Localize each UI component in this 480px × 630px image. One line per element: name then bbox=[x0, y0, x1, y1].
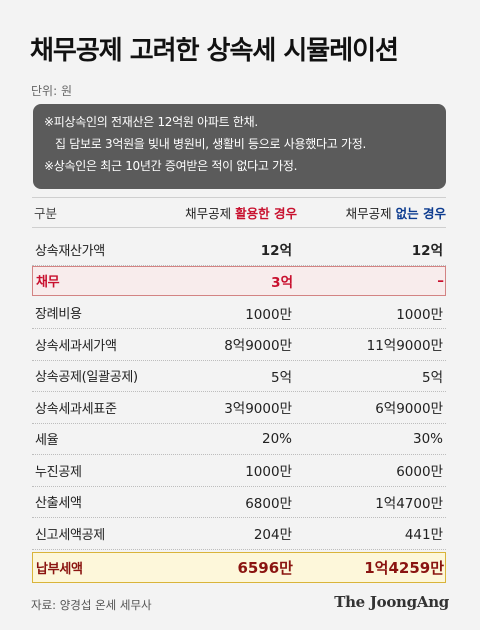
unit-label: 단위: 원 bbox=[31, 84, 72, 98]
table-row: 장례비용 1000만 1000만 bbox=[32, 298, 446, 329]
table-row: 상속공제(일괄공제) 5억 5억 bbox=[32, 361, 446, 392]
note-line: ※피상속인의 전재산은 12억원 아파트 한채. bbox=[44, 115, 258, 129]
value-with: 1000만 bbox=[245, 464, 292, 481]
value-without: 12억 bbox=[411, 243, 443, 260]
value-with: 204만 bbox=[253, 527, 292, 544]
source-credit: 자료: 양경섭 온세 세무사 bbox=[31, 598, 152, 612]
table-row-total: 납부세액 6596만 1억4259만 bbox=[32, 551, 446, 583]
header-with-debt: 채무공제 활용한 경우 bbox=[152, 203, 297, 222]
note-line: 집 담보로 3억원을 빚내 병원비, 생활비 등으로 사용했다고 가정. bbox=[55, 137, 366, 151]
table-row: 산출세액 6800만 1억4700만 bbox=[32, 487, 446, 518]
table-row: 상속재산가액 12억 12억 bbox=[32, 234, 446, 266]
value-without: 441만 bbox=[404, 527, 443, 544]
header-category: 구분 bbox=[34, 206, 58, 221]
value-without: 11억9000만 bbox=[366, 338, 443, 355]
value-with: 6800만 bbox=[245, 495, 292, 512]
value-with: 12억 bbox=[260, 243, 292, 260]
row-label: 상속공제(일괄공제) bbox=[35, 370, 138, 386]
value-without: – bbox=[437, 272, 444, 289]
header-without-debt: 채무공제 없는 경우 bbox=[297, 203, 446, 222]
value-without: 30% bbox=[412, 430, 443, 447]
table-row: 상속세과세표준 3억9000만 6억9000만 bbox=[32, 392, 446, 424]
table-row: 세율 20% 30% bbox=[32, 424, 446, 455]
row-label: 상속재산가액 bbox=[35, 243, 105, 259]
note-line: ※상속인은 최근 10년간 증여받은 적이 없다고 가정. bbox=[44, 159, 298, 173]
value-with: 20% bbox=[261, 430, 292, 447]
table-row: 상속세과세가액 8억9000만 11억9000만 bbox=[32, 329, 446, 361]
row-label: 상속세과세표준 bbox=[35, 401, 117, 417]
row-label: 세율 bbox=[35, 433, 59, 449]
value-without: 1억4259만 bbox=[364, 558, 444, 577]
page-title: 채무공제 고려한 상속세 시뮬레이션 bbox=[30, 36, 399, 66]
simulation-table: 구분 채무공제 활용한 경우 채무공제 없는 경우 상속재산가액 12억 12억… bbox=[32, 197, 446, 583]
header-with-emph: 활용한 경우 bbox=[235, 206, 297, 221]
row-label: 상속세과세가액 bbox=[35, 338, 117, 354]
value-with: 6596만 bbox=[237, 558, 293, 577]
value-with: 3억9000만 bbox=[224, 401, 292, 418]
row-label: 신고세액공제 bbox=[35, 527, 105, 543]
value-without: 6억9000만 bbox=[375, 401, 443, 418]
value-without: 1000만 bbox=[396, 306, 443, 323]
table-row: 신고세액공제 204만 441만 bbox=[32, 518, 446, 550]
value-without: 1억4700만 bbox=[375, 495, 443, 512]
header-with-prefix: 채무공제 bbox=[185, 206, 236, 221]
brand-logo: The JoongAng bbox=[334, 593, 449, 611]
value-without: 6000만 bbox=[396, 464, 443, 481]
header-without-prefix: 채무공제 bbox=[345, 206, 396, 221]
assumption-notes: ※피상속인의 전재산은 12억원 아파트 한채. 집 담보로 3억원을 빚내 병… bbox=[33, 104, 446, 189]
table-row-debt: 채무 3억 – bbox=[32, 265, 446, 296]
row-label: 납부세액 bbox=[36, 561, 83, 577]
value-with: 8억9000만 bbox=[224, 338, 292, 355]
table-header: 구분 채무공제 활용한 경우 채무공제 없는 경우 bbox=[32, 197, 446, 228]
value-with: 3억 bbox=[271, 274, 293, 291]
table-row: 누진공제 1000만 6000만 bbox=[32, 455, 446, 487]
row-label: 산출세액 bbox=[35, 496, 82, 512]
header-without-emph: 없는 경우 bbox=[395, 206, 446, 221]
value-without: 5억 bbox=[421, 369, 443, 386]
value-with: 5억 bbox=[270, 369, 292, 386]
row-label: 채무 bbox=[36, 275, 60, 290]
value-with: 1000만 bbox=[245, 306, 292, 323]
row-label: 누진공제 bbox=[35, 464, 82, 480]
row-label: 장례비용 bbox=[35, 307, 82, 323]
